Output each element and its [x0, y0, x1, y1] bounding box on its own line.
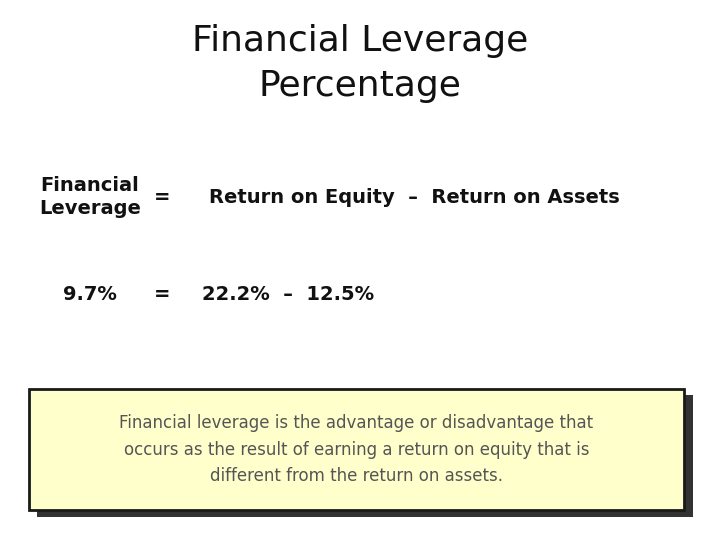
FancyBboxPatch shape [37, 395, 693, 517]
Text: Financial Leverage
Percentage: Financial Leverage Percentage [192, 24, 528, 103]
Text: Financial
Leverage: Financial Leverage [39, 176, 141, 218]
Text: Return on Equity  –  Return on Assets: Return on Equity – Return on Assets [209, 187, 619, 207]
Text: 9.7%: 9.7% [63, 285, 117, 304]
Text: Financial leverage is the advantage or disadvantage that
occurs as the result of: Financial leverage is the advantage or d… [120, 414, 593, 485]
FancyBboxPatch shape [29, 389, 684, 510]
Text: =: = [154, 187, 170, 207]
Text: =: = [154, 285, 170, 304]
Text: 22.2%  –  12.5%: 22.2% – 12.5% [202, 285, 374, 304]
